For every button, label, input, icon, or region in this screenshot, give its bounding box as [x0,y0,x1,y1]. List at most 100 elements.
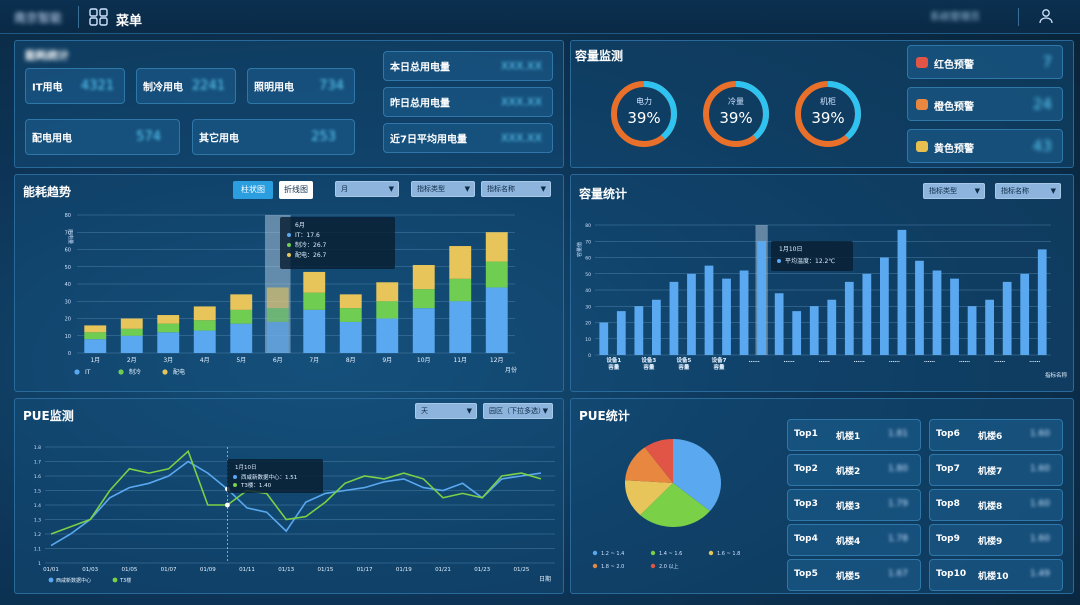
top-list-item[interactable]: Top10 机楼10 1.49 [929,559,1063,591]
y-tick-label: 50 [65,265,71,271]
menu-label[interactable]: 菜单 [116,14,143,29]
x-tick-label: 1月 [90,357,100,364]
panel-title: PUE监测 [23,409,74,423]
x-tick-label: 9月 [382,357,392,364]
top-list-item[interactable]: Top7 机楼7 1.60 [929,454,1063,486]
bar-segment [157,315,180,324]
user-name[interactable]: 系统管理员 [930,12,980,23]
bar [897,229,907,355]
top-list-item[interactable]: Top5 机楼5 1.67 [787,559,921,591]
panel-title: 容量监测 [575,49,624,63]
x-tick-label: …… [1029,358,1041,364]
bar [669,281,679,355]
stat-card-lighting[interactable]: 照明用电 734 [247,68,355,104]
stat-card-distribution[interactable]: 配电用电 574 [25,119,180,155]
capacity-stats-panel: 容量统计 指标类型 ▼ 指标名称 ▼ 0 10 20 30 40 50 60 70 80 容量值 设备1… [570,174,1074,392]
summary-yesterday[interactable]: 昨日总用电量 XXX.XX [383,87,553,117]
pue-pie-chart[interactable]: 1.2 ~ 1.4 1.4 ~ 1.6 1.6 ~ 1.8 1.8 ~ 2.0 2.0 … [581,423,791,593]
chevron-down-icon: ▼ [542,407,548,415]
building-name: 机楼6 [978,432,1003,442]
bar-segment [449,246,472,279]
tooltip-marker [233,483,237,487]
select-value: 指标类型 [929,187,957,195]
legend-marker [650,550,656,556]
bar-segment [303,292,326,310]
top-list-item[interactable]: Top8 机楼8 1.60 [929,489,1063,521]
pue-value: 1.60 [1029,429,1050,439]
warning-orange[interactable]: 橙色预警 24 [907,87,1063,121]
bar [704,265,714,355]
panel-title: 能耗统计 [25,49,69,62]
x-tick-label: 设备5 [677,356,692,364]
divider [78,6,79,28]
chevron-down-icon: ▼ [466,407,472,415]
bar-segment [376,301,399,319]
capacity-stats-chart[interactable]: 01020304050607080容量值设备1容量设备3容量设备5容量设备7容量… [571,207,1075,387]
top-list-item[interactable]: Top2 机楼2 1.80 [787,454,921,486]
pie-slice [640,483,710,527]
y-tick-label: 10 [65,334,71,340]
stat-card-it[interactable]: IT用电 4321 [25,68,125,104]
x-axis-label: 日期 [539,575,551,583]
summary-7day[interactable]: 近7日平均用电量 XXX.XX [383,123,553,153]
bar-segment [485,261,508,288]
stat-card-cooling[interactable]: 制冷用电 2241 [136,68,236,104]
stat-card-other[interactable]: 其它用电 253 [192,119,355,155]
bar [616,311,626,355]
top-list-item[interactable]: Top4 机楼4 1.78 [787,524,921,556]
bar [739,270,749,355]
metric-type-select[interactable]: 指标类型 ▼ [411,181,475,197]
line-chart-button[interactable]: 折线图 [279,181,313,199]
legend-label: 配电 [173,368,185,376]
tooltip-box [227,459,323,493]
x-axis-label: 月份 [505,366,517,374]
bar-segment [412,265,435,290]
stat-value: 4321 [80,78,114,94]
metric-name-select[interactable]: 指标名称 ▼ [995,183,1061,199]
bar [880,257,889,355]
y-tick-label: 0 [68,351,71,357]
bar-segment [376,282,399,302]
x-axis-label: 指标名称 [1045,371,1068,379]
menu-grid-icon[interactable] [89,8,109,26]
y-tick-label: 1.2 [34,532,41,538]
warning-red[interactable]: 红色预警 7 [907,45,1063,79]
metric-type-select[interactable]: 指标类型 ▼ [923,183,985,199]
pue-line-chart[interactable]: 1 1.1 1.2 1.3 1.4 1.5 1.6 1.7 1.8 01/01 01/03 01/05… [15,423,565,593]
yellow-dot-icon [916,141,928,152]
user-icon[interactable] [1038,8,1054,24]
x-tick-label: …… [819,358,831,364]
energy-trend-chart[interactable]: 0 10 20 30 40 50 60 70 80 用电量 1月 2月 3月 4月 5月 6月 7月 8月 9月 10… [15,205,565,390]
bar-chart-button[interactable]: 柱状图 [233,181,273,199]
legend-marker [592,563,598,569]
period-select[interactable]: 月 ▼ [335,181,399,197]
building-name: 机楼5 [836,572,861,582]
top-bar: 南京智能 菜单 系统管理员 [0,0,1080,34]
top-list-item[interactable]: Top6 机楼6 1.60 [929,419,1063,451]
area-select[interactable]: 园区（下拉多选） ▼ [483,403,553,419]
warning-label: 黄色预警 [934,144,974,155]
x-tick-label: 设备7 [712,356,727,364]
x-tick-label: 11月 [453,357,467,364]
legend-marker [74,369,80,375]
gauge-label: 电力 [636,96,652,106]
summary-today[interactable]: 本日总用电量 XXX.XX [383,51,553,81]
warning-yellow[interactable]: 黄色预警 43 [907,129,1063,163]
period-select[interactable]: 天 ▼ [415,403,477,419]
gauge-label: 机柜 [820,96,836,106]
pue-monitor-panel: PUE监测 天 ▼ 园区（下拉多选） ▼ 1 1.1 1.2 1.3 1.4 1.5 1.6 1.… [14,398,564,594]
bar-segment [339,308,362,322]
rank-label: Top1 [794,429,818,439]
bar-segment [449,278,472,302]
bar [1037,249,1047,355]
stat-value: 253 [311,129,336,145]
metric-name-select[interactable]: 指标名称 ▼ [481,181,551,197]
top-list-item[interactable]: Top1 机楼1 1.81 [787,419,921,451]
y-tick-label: 60 [65,248,71,254]
x-tick-label: 01/01 [43,567,59,573]
gauge-fill [795,81,861,147]
bar [757,241,766,355]
x-tick-label: 01/19 [396,567,412,573]
top-list-item[interactable]: Top3 机楼3 1.79 [787,489,921,521]
top-list-item[interactable]: Top9 机楼9 1.60 [929,524,1063,556]
